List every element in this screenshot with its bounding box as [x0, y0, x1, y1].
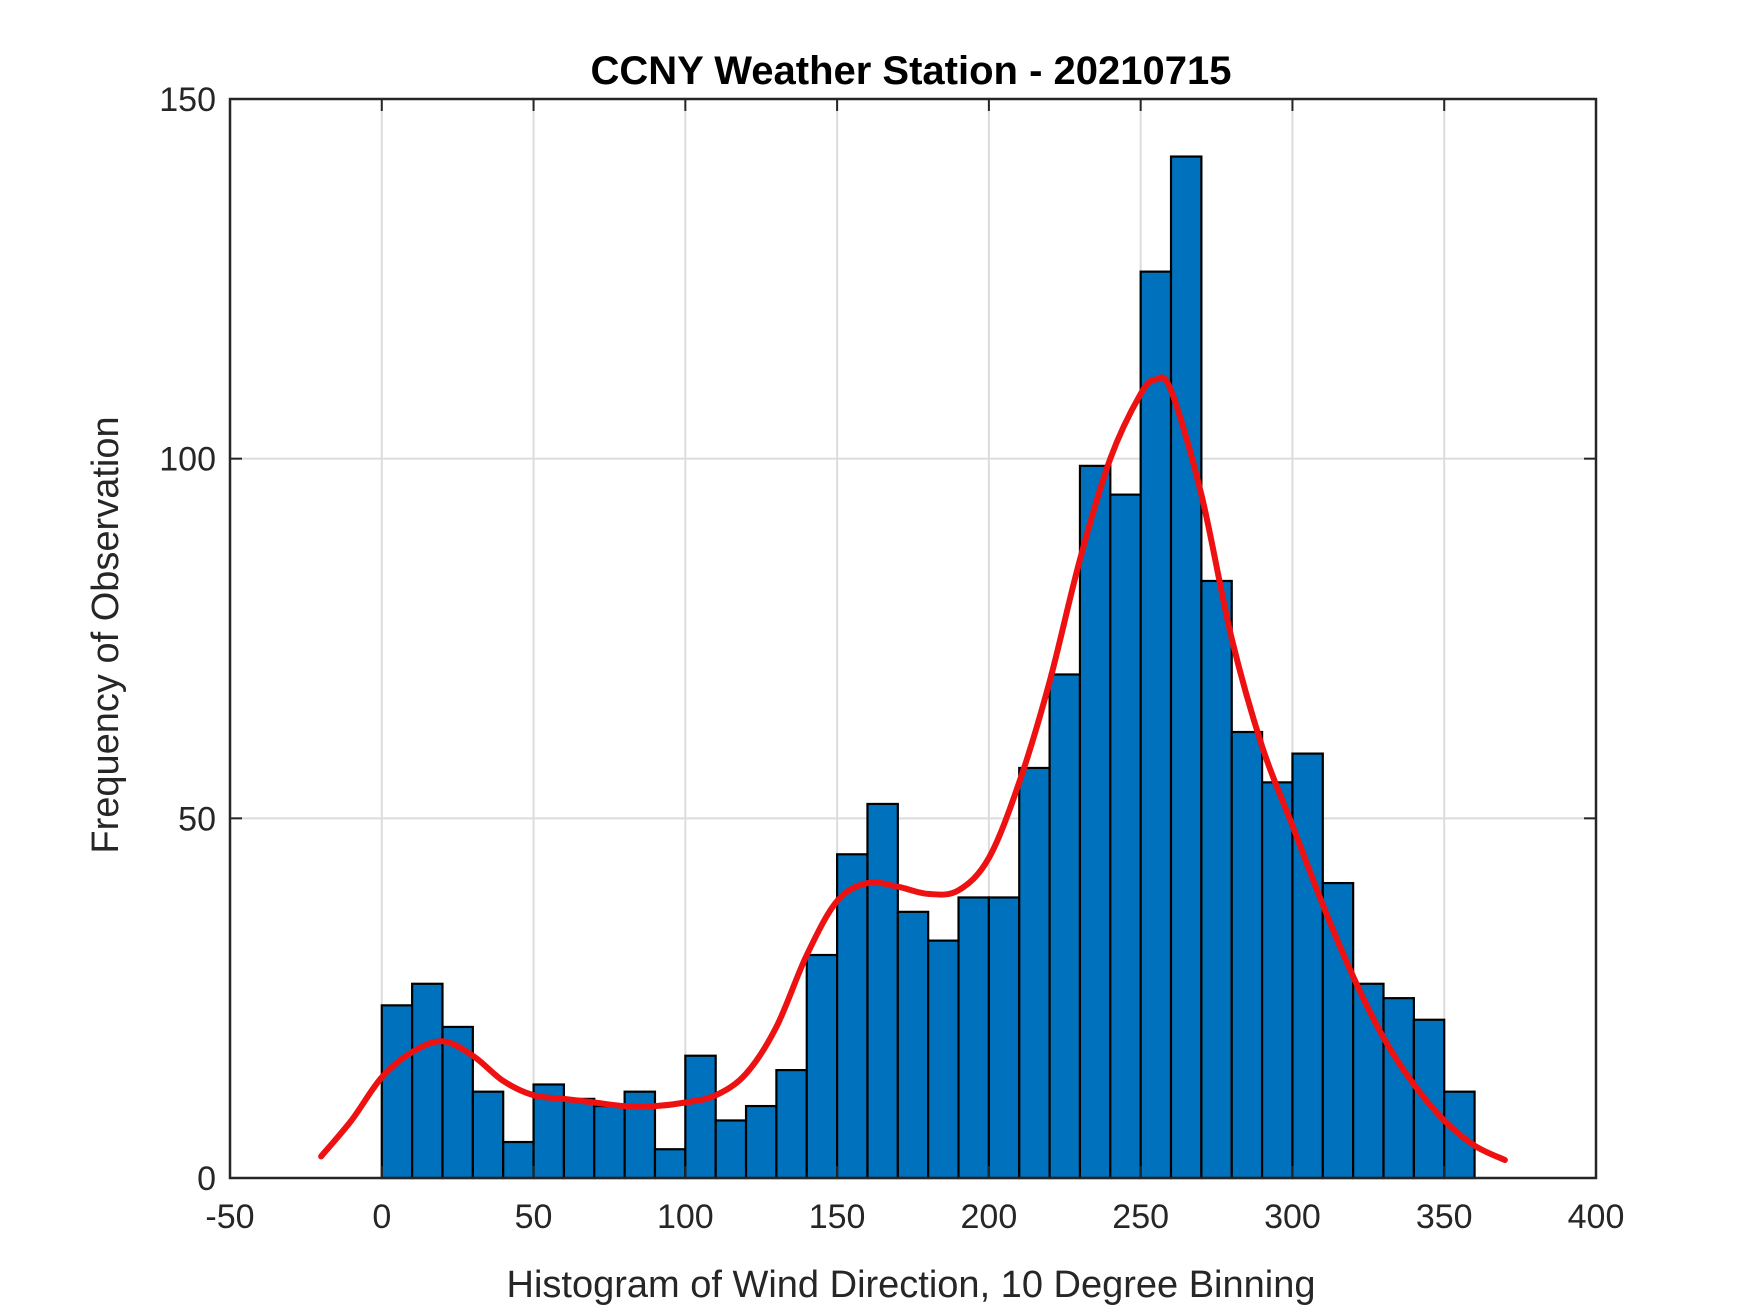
histogram-bar	[775, 1068, 808, 1180]
x-tick-labels: -50 0 50 100 150 200 250 300 350 400	[205, 1198, 1624, 1236]
x-tick-label: -50	[205, 1198, 254, 1236]
histogram-bar	[411, 982, 444, 1180]
y-axis-label: Frequency of Observation	[85, 416, 127, 853]
histogram-bar	[1382, 997, 1415, 1180]
histogram-bar	[1412, 1018, 1446, 1180]
histogram-bar	[1109, 493, 1142, 1180]
histogram-bar	[1260, 781, 1294, 1180]
fit-curve	[318, 374, 1508, 1163]
x-tick-label: 0	[372, 1198, 391, 1236]
x-tick-label: 150	[809, 1198, 866, 1236]
histogram-bar	[1169, 155, 1203, 1180]
x-axis-label: Histogram of Wind Direction, 10 Degree B…	[507, 1264, 1316, 1306]
histogram-bar	[957, 896, 990, 1180]
axes-box	[228, 97, 1598, 1180]
x-tick-label: 100	[657, 1198, 714, 1236]
histogram-bar	[714, 1119, 748, 1180]
x-tick-label: 250	[1112, 1198, 1169, 1236]
histogram-bar	[1230, 730, 1264, 1180]
y-tick-label: 150	[159, 81, 216, 119]
histogram-bar	[866, 802, 899, 1180]
histogram-bar	[987, 896, 1021, 1180]
histogram-bar	[1321, 881, 1355, 1180]
y-tick-label: 0	[197, 1160, 216, 1198]
histogram-bar	[1139, 270, 1173, 1180]
histogram-bar	[805, 953, 839, 1180]
chart-title: CCNY Weather Station - 20210715	[591, 49, 1232, 93]
y-tick-label: 50	[178, 800, 216, 838]
histogram-bar	[380, 1004, 414, 1180]
y-tick-label: 100	[159, 441, 216, 479]
histogram-bar	[927, 939, 960, 1180]
x-tick-label: 50	[515, 1198, 553, 1236]
histogram-bar	[653, 1148, 687, 1180]
tick-marks	[229, 98, 1597, 1179]
histogram-bar	[441, 1025, 474, 1180]
histogram-bar	[502, 1140, 535, 1180]
histogram-bar	[744, 1104, 778, 1180]
x-tick-label: 350	[1416, 1198, 1473, 1236]
histogram-bar	[684, 1054, 717, 1180]
histogram-bar	[593, 1104, 626, 1180]
histogram-bar	[1291, 752, 1324, 1180]
histogram-bar	[1078, 464, 1112, 1180]
x-tick-label: 400	[1568, 1198, 1625, 1236]
histogram-bar	[471, 1090, 505, 1180]
x-tick-label: 300	[1264, 1198, 1321, 1236]
histogram-bar	[836, 853, 869, 1180]
histogram-bar	[1200, 579, 1233, 1180]
y-tick-labels: 0 50 100 150	[159, 81, 216, 1198]
x-tick-label: 200	[961, 1198, 1018, 1236]
histogram-bar	[1048, 673, 1082, 1180]
histogram-bar	[896, 910, 930, 1180]
histogram-bar	[562, 1097, 596, 1180]
fit-curve-layer	[318, 374, 1508, 1163]
histogram-bar	[1018, 766, 1051, 1180]
